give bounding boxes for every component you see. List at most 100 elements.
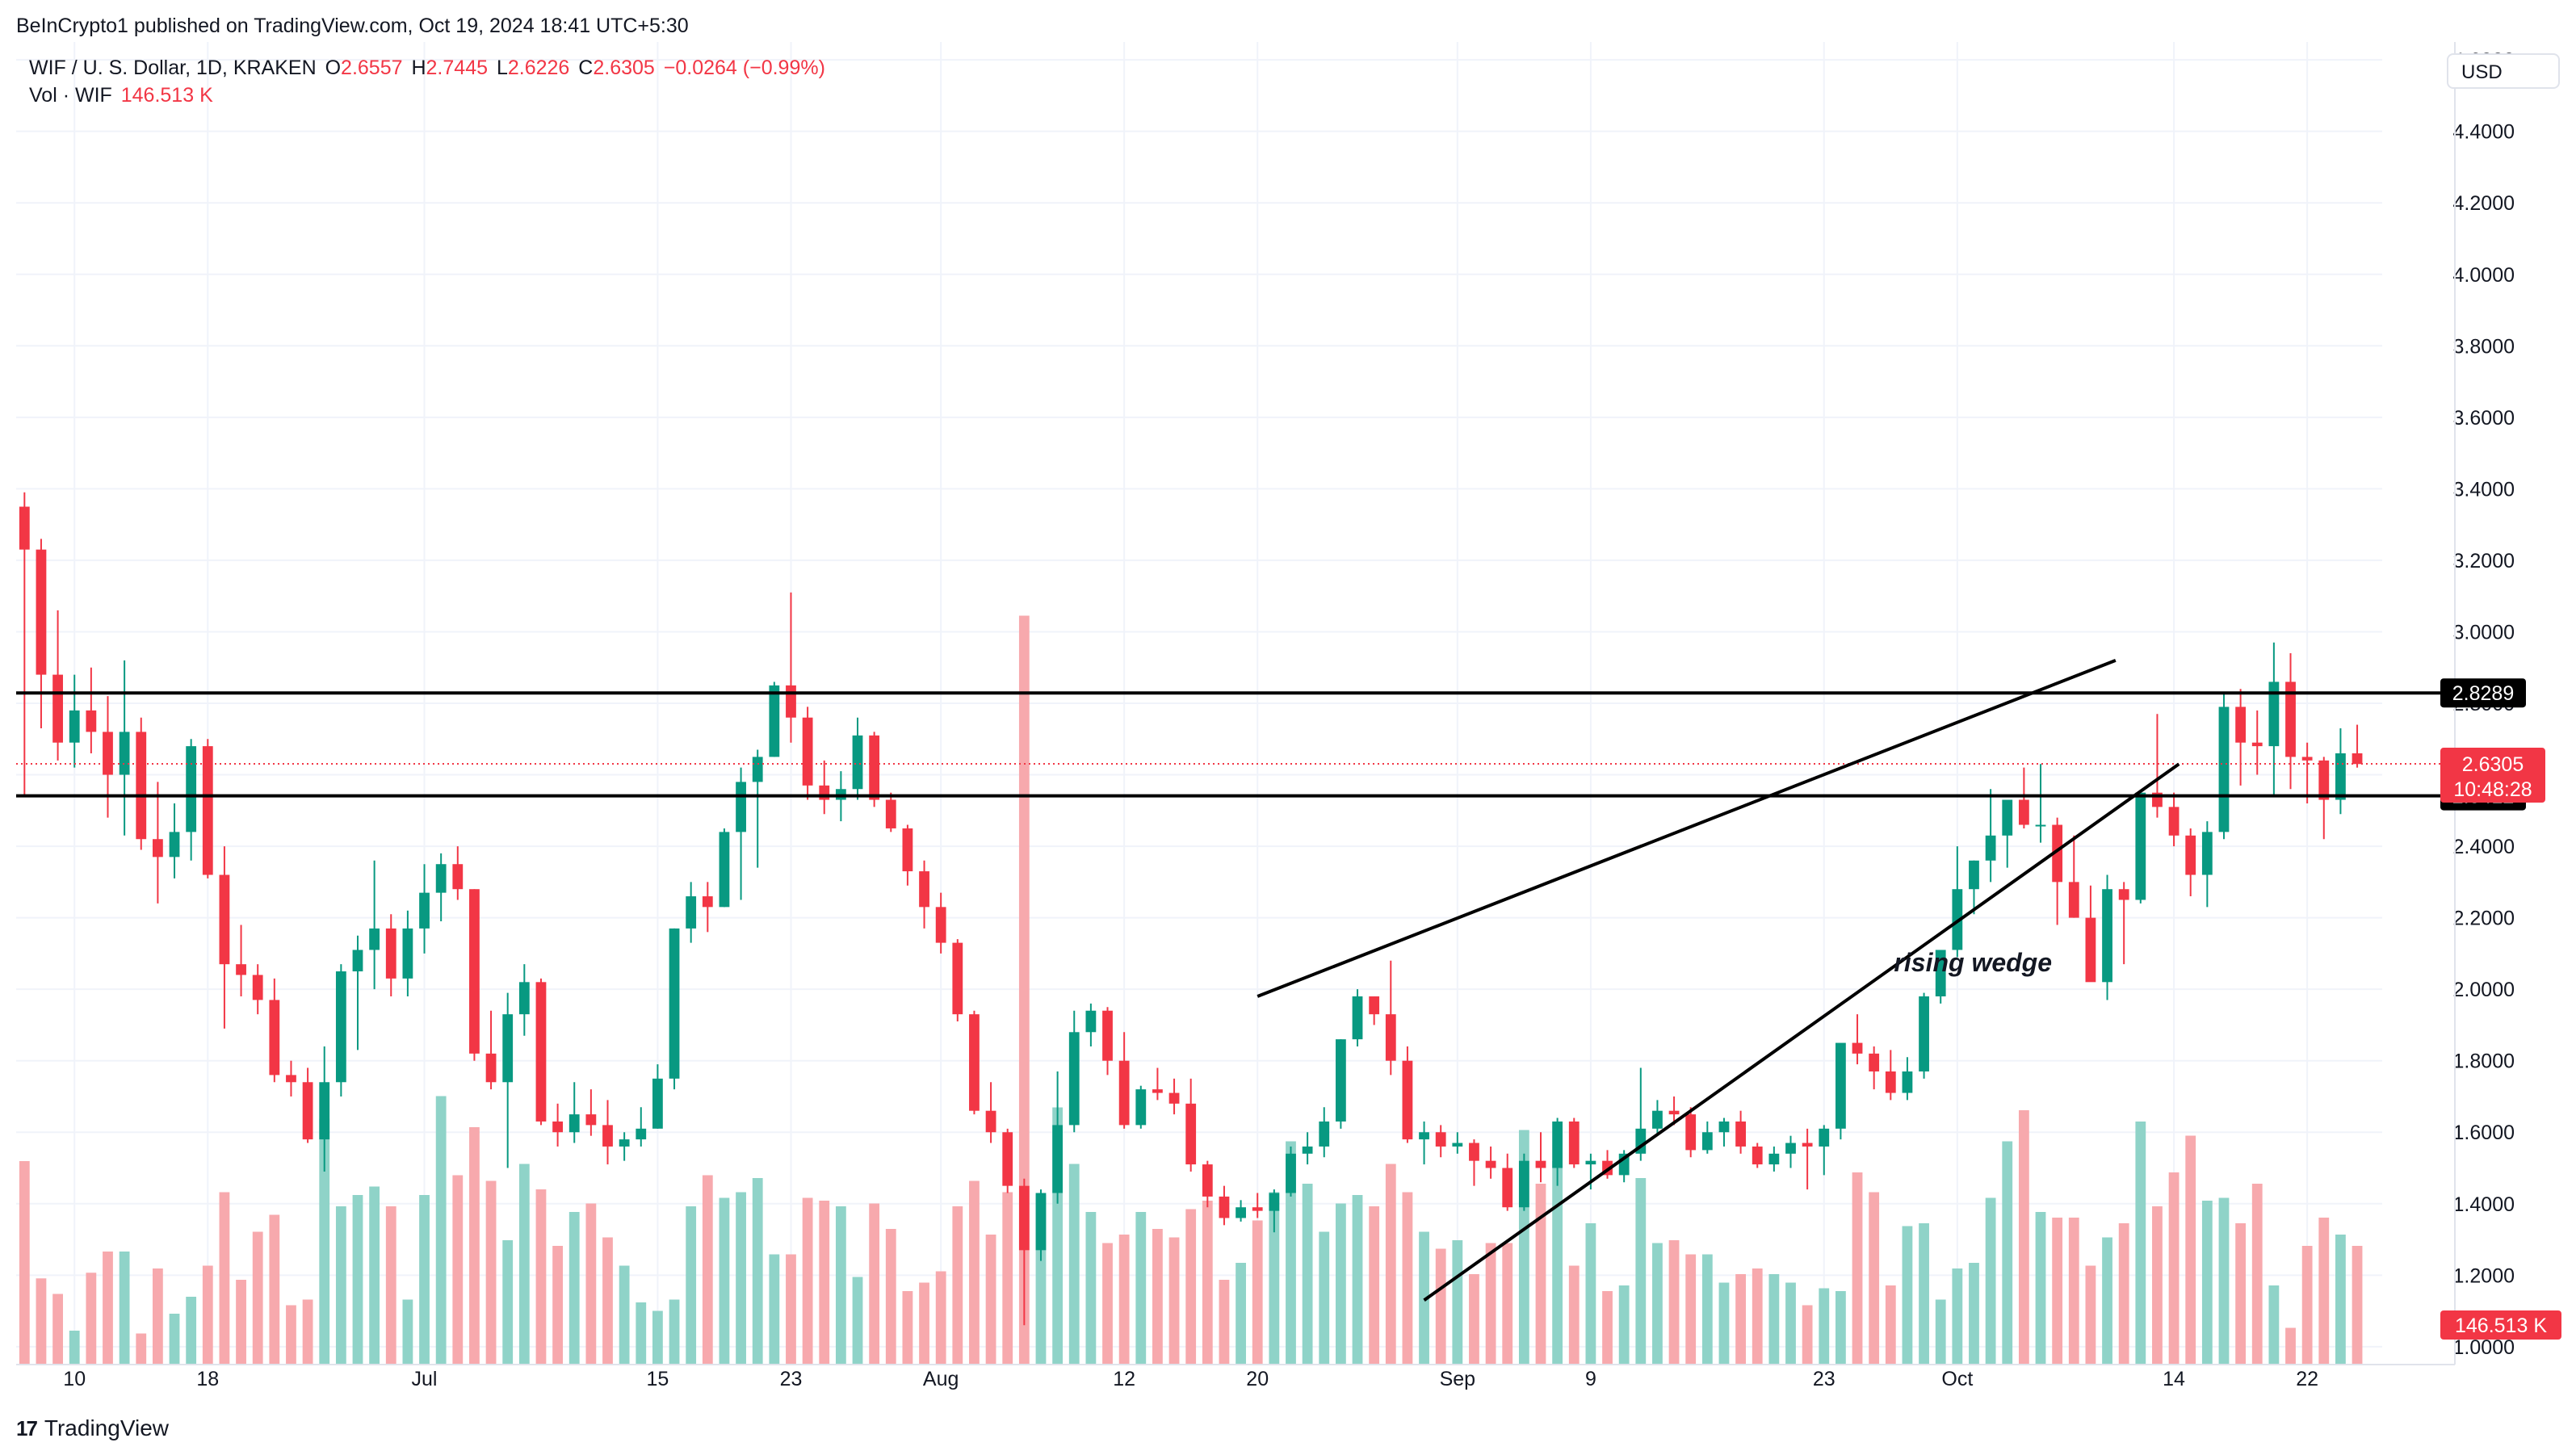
candle-body [535,982,547,1122]
candle-body [869,735,880,800]
candle [1385,960,1396,1076]
candle-body [402,928,413,979]
candle [1552,1117,1563,1186]
candle [335,964,346,1096]
candle-body [2185,835,2196,875]
candle-body [1402,1060,1413,1140]
volume-bar [1685,1254,1697,1365]
x-tick-label: 14 [2163,1368,2185,1390]
candle-body [52,674,63,743]
volume-value: 146.513 K [120,84,213,107]
candle-body [202,746,213,875]
candle-body [852,735,863,790]
volume-bar [1185,1209,1197,1365]
candle-body [335,971,346,1083]
candle [1052,1071,1064,1204]
candle [1502,1153,1513,1211]
candle-body [236,964,246,975]
candle-body [435,864,447,893]
y-tick-label: 3.4000 [2453,478,2515,501]
candle-body [1185,1103,1197,1165]
candle [935,892,946,954]
candle-body [2068,882,2079,918]
y-tick-label: 4.2000 [2453,192,2515,215]
candle [402,910,413,997]
volume-bar [636,1302,647,1365]
candle [1469,1139,1479,1186]
volume-bar [1369,1206,1380,1365]
candle-body [1302,1146,1313,1154]
volume-bar [985,1235,996,1365]
volume-bar [819,1201,830,1365]
volume-bar [1668,1240,1680,1365]
volume-bar [1701,1254,1713,1365]
candle [2235,689,2247,786]
volume-bar [269,1214,280,1365]
candle-body [1685,1114,1697,1151]
candle [2251,710,2263,775]
volume-bar [2285,1327,2296,1365]
volume-bar [469,1127,480,1365]
volume-bar [52,1294,63,1365]
volume-bar [169,1314,180,1365]
open-value: 2.6557 [341,57,403,79]
volume-bar [2352,1246,2363,1365]
volume-bar [1836,1291,1846,1365]
volume-bar [1952,1268,1963,1365]
volume-bar [719,1197,730,1365]
candle-body [1652,1110,1663,1129]
volume-bar [1852,1172,1863,1365]
candle [2018,767,2029,828]
candle-body [1152,1089,1163,1093]
candle [369,860,380,990]
candle-body [636,1128,647,1140]
candle-body [2352,753,2363,765]
volume-bar [103,1252,113,1365]
candle [2352,724,2363,768]
volume-bar [1402,1192,1413,1365]
pattern-label: rising wedge [1894,948,2052,977]
candle-body [2118,889,2129,900]
currency-button[interactable]: USD [2447,53,2560,89]
candle-body [769,685,780,757]
volume-bar [2251,1184,2263,1365]
candle [2052,817,2063,925]
candle-body [1701,1132,1713,1151]
candle-body [985,1110,996,1133]
volume-bar [1785,1282,1796,1365]
candle-body [2218,707,2230,832]
volume-bar [1319,1231,1330,1365]
candle-body [969,1014,980,1111]
candle [802,707,813,800]
candle [602,1100,613,1165]
candle [1452,1132,1463,1154]
candle-body [419,892,430,929]
candle [2318,757,2330,840]
candle-body [902,828,913,872]
symbol-legend: WIF / U. S. Dollar, 1D, KRAKEN O2.6557 H… [29,57,829,80]
volume-bar [2035,1212,2046,1365]
candle [1319,1107,1330,1158]
candle [2135,792,2146,904]
publish-info: BeInCrypto1 published on TradingView.com… [16,15,689,37]
candle [1369,996,1380,1025]
candle [2201,821,2213,908]
candle [435,853,447,922]
volume-bar [1002,1192,1013,1365]
candle [1286,1146,1296,1197]
candle-body [736,782,746,832]
tradingview-brand[interactable]: 17 TradingView [16,1415,169,1441]
candle-body [568,1114,580,1133]
candle [852,717,863,800]
volume-bar [1385,1164,1396,1365]
candle-body [1385,1014,1396,1061]
volume-bar [2002,1141,2013,1365]
candle-body [1502,1168,1513,1208]
volume-bar [136,1333,147,1365]
candle-body [1785,1143,1796,1154]
candle-body [1518,1160,1529,1208]
candle [2185,828,2196,897]
candle [1219,1185,1230,1226]
candle [1118,1032,1130,1129]
